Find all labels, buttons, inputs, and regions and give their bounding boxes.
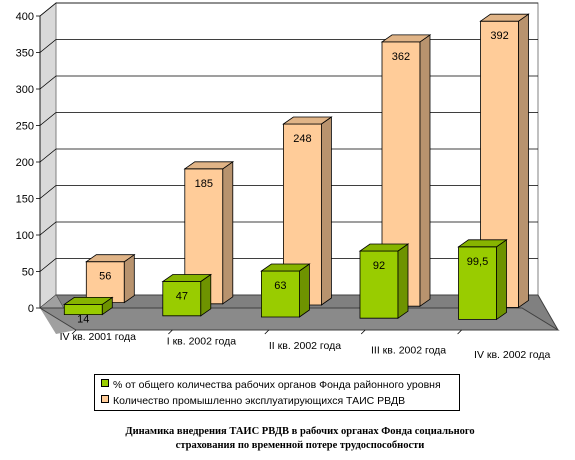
bar-top (358, 243, 410, 252)
x-tick (457, 329, 462, 335)
data-label: 99,5 (467, 256, 488, 268)
bar-1-4 (358, 243, 410, 319)
bar-side (397, 243, 409, 319)
bar-top (457, 239, 508, 248)
x-tick-label: IV кв. 2002 года (474, 349, 550, 361)
caption-line-1: Динамика внедрения ТАИС РВДВ в рабочих о… (125, 426, 475, 437)
legend-item-series-1: % от общего количества рабочих органов Ф… (101, 378, 441, 392)
data-label: 185 (195, 178, 213, 190)
bar-2-5 (479, 13, 530, 309)
x-tick-label: I кв. 2002 года (167, 336, 236, 348)
data-label: 392 (490, 30, 508, 42)
legend-label-series-2: Количество промышленно эксплуатирующихся… (113, 395, 406, 407)
data-label: 56 (99, 271, 111, 283)
bar-top (85, 254, 136, 263)
y-tick-label: 50 (22, 267, 34, 279)
x-axis: IV кв. 2001 года I кв. 2002 года II кв. 20… (60, 329, 551, 361)
bar-side (123, 253, 135, 304)
bar-top (63, 296, 114, 305)
gridline (39, 221, 538, 236)
bar-side (320, 116, 332, 306)
bar-1-2 (161, 273, 213, 317)
data-label: 47 (176, 290, 188, 302)
y-tick-label: 100 (16, 230, 34, 242)
bar-top (161, 274, 213, 282)
data-label: 92 (373, 260, 385, 272)
legend: % от общего количества рабочих органов Ф… (94, 374, 460, 411)
bar-top (260, 263, 311, 272)
bar-top (183, 161, 235, 170)
gridline (39, 148, 538, 163)
x-tick-label: II кв. 2002 года (269, 340, 341, 352)
bar-top (479, 13, 530, 22)
bar-side (518, 13, 529, 309)
legend-label-series-1: % от общего количества рабочих органов Ф… (113, 379, 441, 391)
x-tick (168, 329, 173, 335)
bar-2-3 (282, 116, 333, 306)
x-tick (264, 329, 270, 335)
y-tick-label: 0 (28, 303, 34, 315)
x-tick (71, 329, 77, 335)
bars: 56 185 248 362 392 14 47 63 92 99,5 (63, 13, 530, 325)
data-label: 14 (77, 313, 89, 325)
legend-item-series-2: Количество промышленно эксплуатирующихся… (101, 394, 405, 408)
y-tick-label: 350 (16, 48, 34, 60)
bar-1-1 (63, 296, 114, 316)
gridline (39, 39, 538, 53)
y-axis: 0 50 100 150 200 250 300 350 400 (16, 11, 41, 315)
x-tick (360, 329, 366, 335)
gridline (39, 185, 538, 199)
bar-2-2 (183, 161, 235, 305)
y-tick-label: 250 (16, 121, 34, 133)
gridline (39, 75, 538, 90)
bar-side (222, 161, 234, 305)
legend-swatch-series-1 (101, 379, 109, 387)
bar-side (496, 239, 507, 321)
bar-1-5 (457, 239, 508, 321)
caption-line-2: страхования по временной потере трудоспо… (175, 440, 425, 451)
x-tick-label: III кв. 2002 года (371, 344, 446, 356)
bar-front (260, 270, 300, 318)
bar-2-4 (380, 34, 432, 307)
bar-2-1 (85, 253, 136, 304)
bar-1-3 (260, 263, 311, 318)
y-tick-label: 400 (16, 11, 34, 23)
data-label: 248 (293, 133, 311, 145)
data-label: 362 (392, 51, 410, 63)
bar-side (298, 263, 310, 318)
gridlines (39, 2, 538, 309)
x-tick-label: IV кв. 2001 года (60, 331, 136, 343)
gridline (39, 2, 538, 17)
bar-top (282, 116, 333, 125)
y-tick-label: 200 (16, 157, 34, 169)
legend-swatch-series-2 (101, 395, 109, 403)
y-tick-label: 300 (16, 84, 34, 96)
bar-side (419, 34, 431, 307)
gridline (39, 112, 538, 126)
bar-top (380, 34, 432, 43)
data-label: 63 (274, 280, 286, 292)
y-tick-label: 150 (16, 194, 34, 206)
